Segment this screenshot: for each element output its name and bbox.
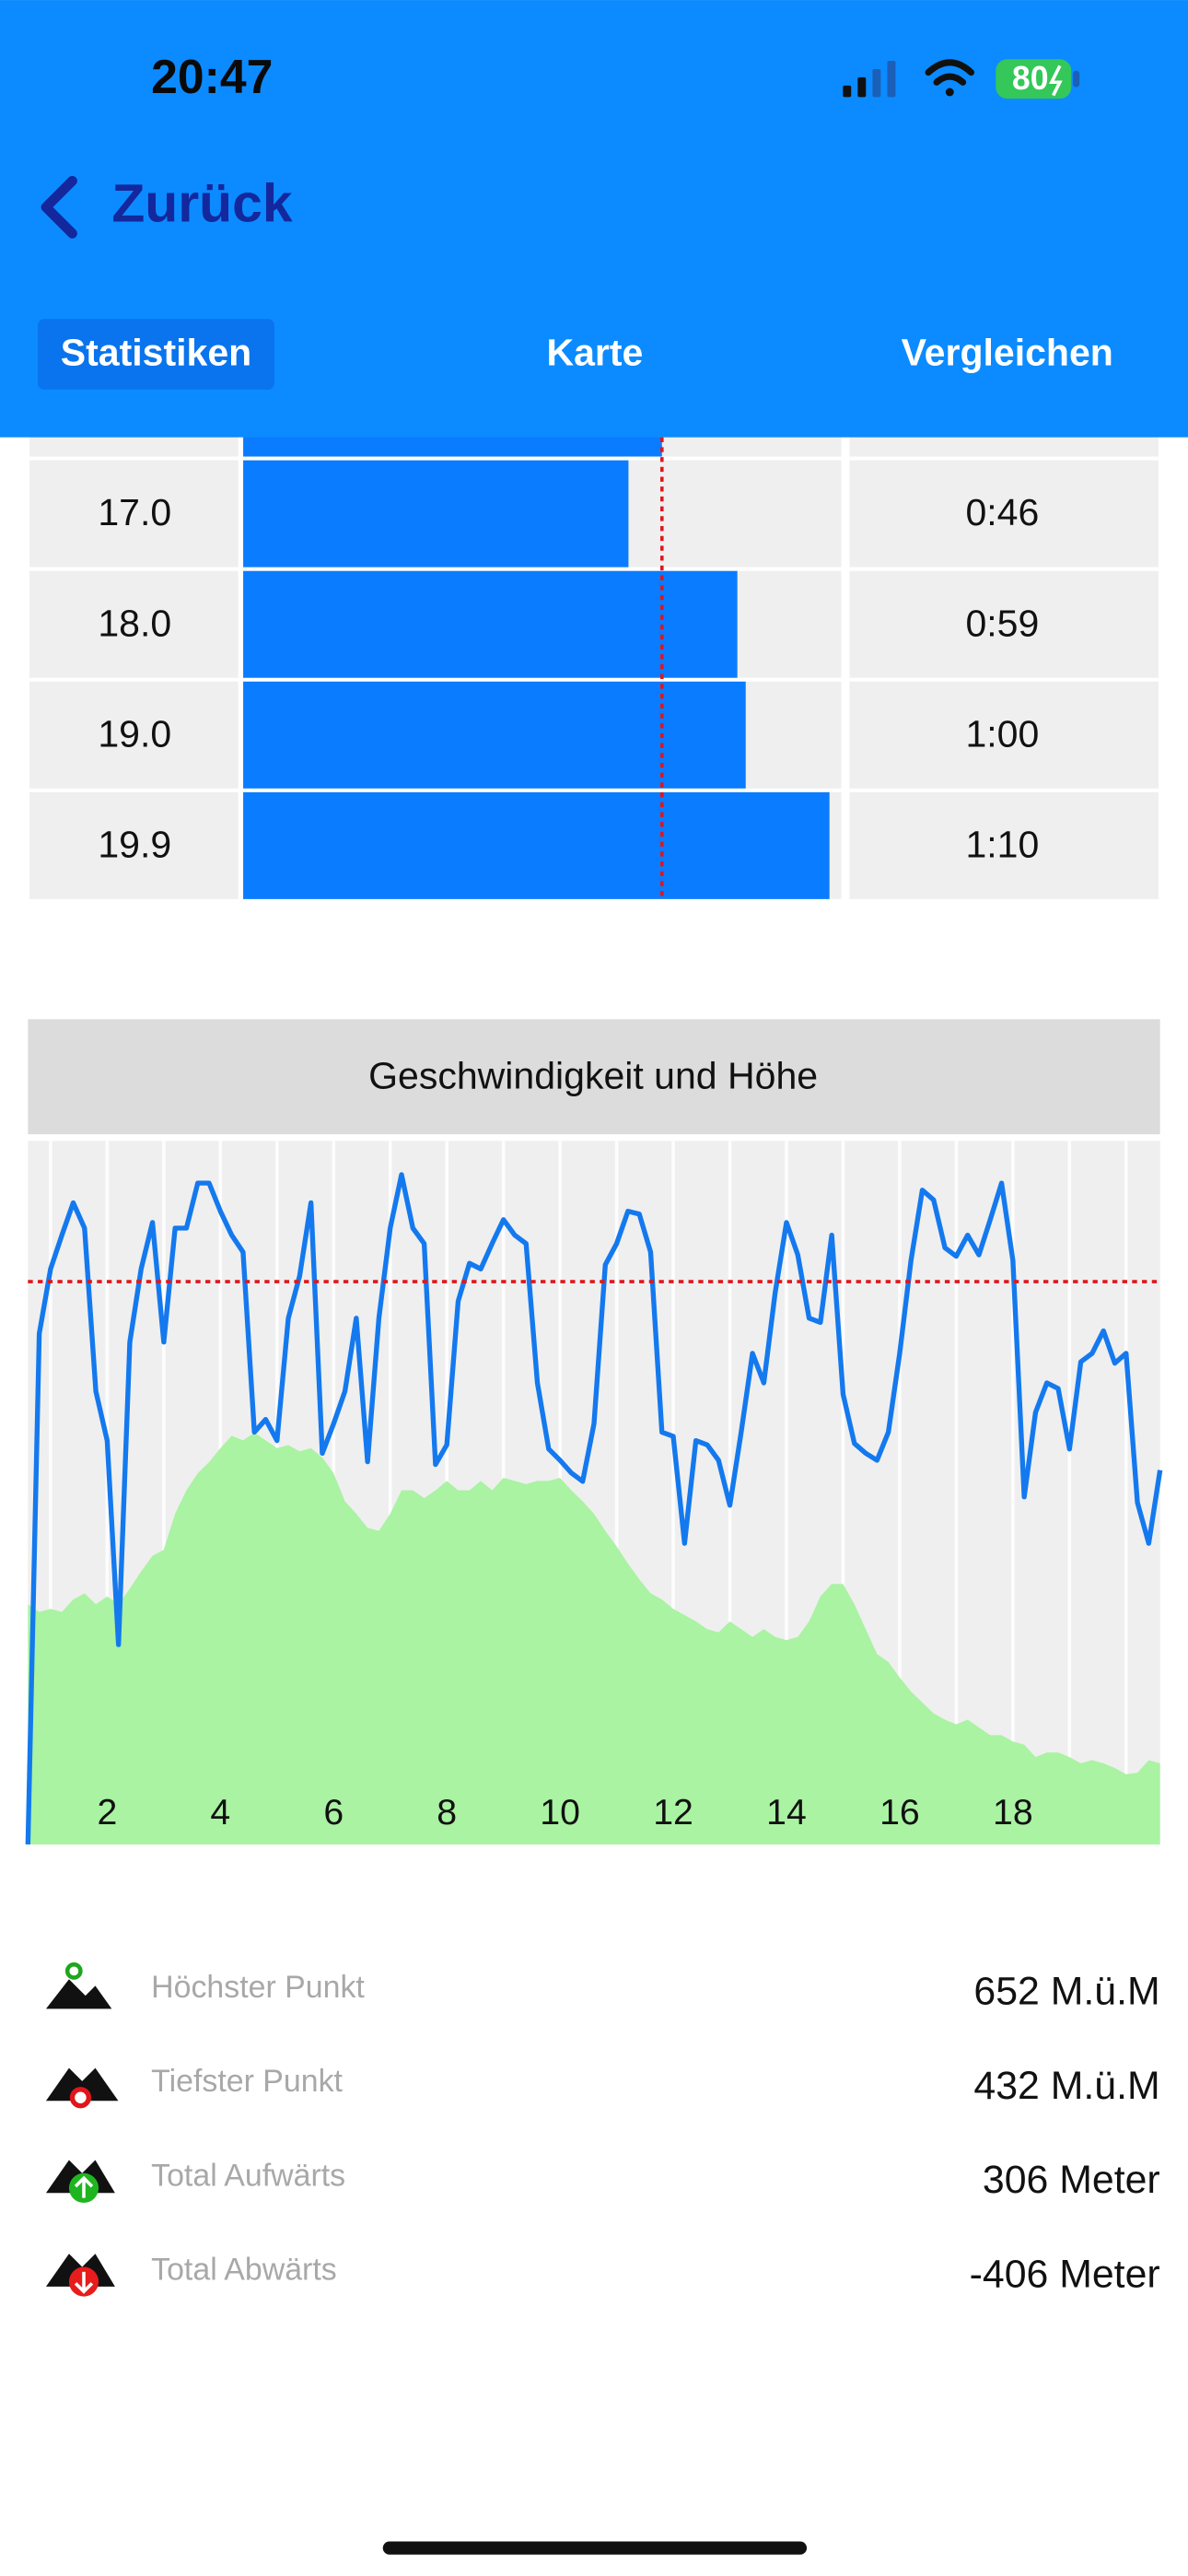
row-value-cell <box>849 570 1159 678</box>
icon-descent <box>45 2254 115 2297</box>
x-tick-label: 4 <box>210 1792 230 1832</box>
signal <box>843 61 896 98</box>
stat-label: Tiefster Punkt <box>151 2064 343 2099</box>
back-label[interactable]: Zurück <box>111 173 293 233</box>
bar <box>243 681 746 789</box>
profile-chart: Geschwindigkeit und Höhe 2 4 6 8 10 12 14 16 18 <box>25 1019 1163 1845</box>
speed-line <box>25 1172 1163 1845</box>
x-tick-label: 16 <box>879 1792 920 1832</box>
row-value: 0:46 <box>965 491 1039 533</box>
x-tick-label: 18 <box>993 1792 1033 1832</box>
stat-label: Höchster Punkt <box>151 1970 365 2005</box>
battery-tip <box>1073 70 1080 88</box>
x-tick-label: 2 <box>97 1792 117 1832</box>
home-indicator <box>382 2541 808 2555</box>
stat-label: Total Aufwärts <box>151 2158 345 2193</box>
stat-label: Total Abwärts <box>151 2253 337 2288</box>
back-button[interactable]: Zurück <box>41 173 293 239</box>
x-tick-label: 14 <box>766 1792 807 1832</box>
row-label: 19.0 <box>98 712 171 755</box>
battery <box>996 59 1072 100</box>
row-label: 19.9 <box>98 823 171 865</box>
row-value: 0:59 <box>965 602 1039 644</box>
x-tick-label: 6 <box>323 1792 344 1832</box>
chart-title: Geschwindigkeit und Höhe <box>368 1054 818 1096</box>
row-label-cell <box>29 570 239 678</box>
row-value-cell <box>849 681 1159 789</box>
bar <box>243 460 629 568</box>
row-label-cell <box>29 460 239 568</box>
tab[interactable]: Karte <box>546 331 643 373</box>
stat-value: -406 Meter <box>970 2252 1160 2296</box>
row-label: 17.0 <box>98 491 171 533</box>
elevation-area <box>28 1432 1160 1844</box>
chart-header <box>28 1019 1160 1135</box>
row-value-cell <box>849 791 1159 899</box>
stat-value: 432 M.ü.M <box>973 2064 1159 2108</box>
x-tick-label: 12 <box>653 1792 693 1832</box>
row-value: 1:00 <box>965 712 1039 755</box>
row-value: 1:10 <box>965 823 1039 865</box>
battery-level: 80 <box>1012 60 1049 97</box>
icon-lowest <box>45 2067 119 2109</box>
stat-value: 306 Meter <box>983 2158 1160 2202</box>
charging-bolt <box>1049 64 1063 97</box>
row-label-cell <box>29 791 239 899</box>
icon-highest <box>45 1961 112 2009</box>
status-time: 20:47 <box>151 50 273 103</box>
bar <box>243 791 830 899</box>
x-tick-label: 10 <box>540 1792 580 1832</box>
row-label-cell <box>29 681 239 789</box>
row-value-cell <box>849 460 1159 568</box>
elevation-stats: Höchster Punkt 652 M.ü.M Tiefster Punkt 432… <box>45 1961 1160 2297</box>
x-tick-label: 8 <box>437 1792 457 1832</box>
tab[interactable]: Statistiken <box>61 331 251 373</box>
tab-selected-bg <box>38 319 274 390</box>
wifi <box>925 59 975 97</box>
row-label: 18.0 <box>98 602 171 644</box>
header: 20:47 80 Zurück Statistiken Karte Vergle… <box>0 0 1188 438</box>
bar <box>243 570 738 678</box>
tab[interactable]: Vergleichen <box>902 331 1113 373</box>
back-chevron[interactable] <box>41 175 77 239</box>
stat-value: 652 M.ü.M <box>973 1970 1159 2014</box>
